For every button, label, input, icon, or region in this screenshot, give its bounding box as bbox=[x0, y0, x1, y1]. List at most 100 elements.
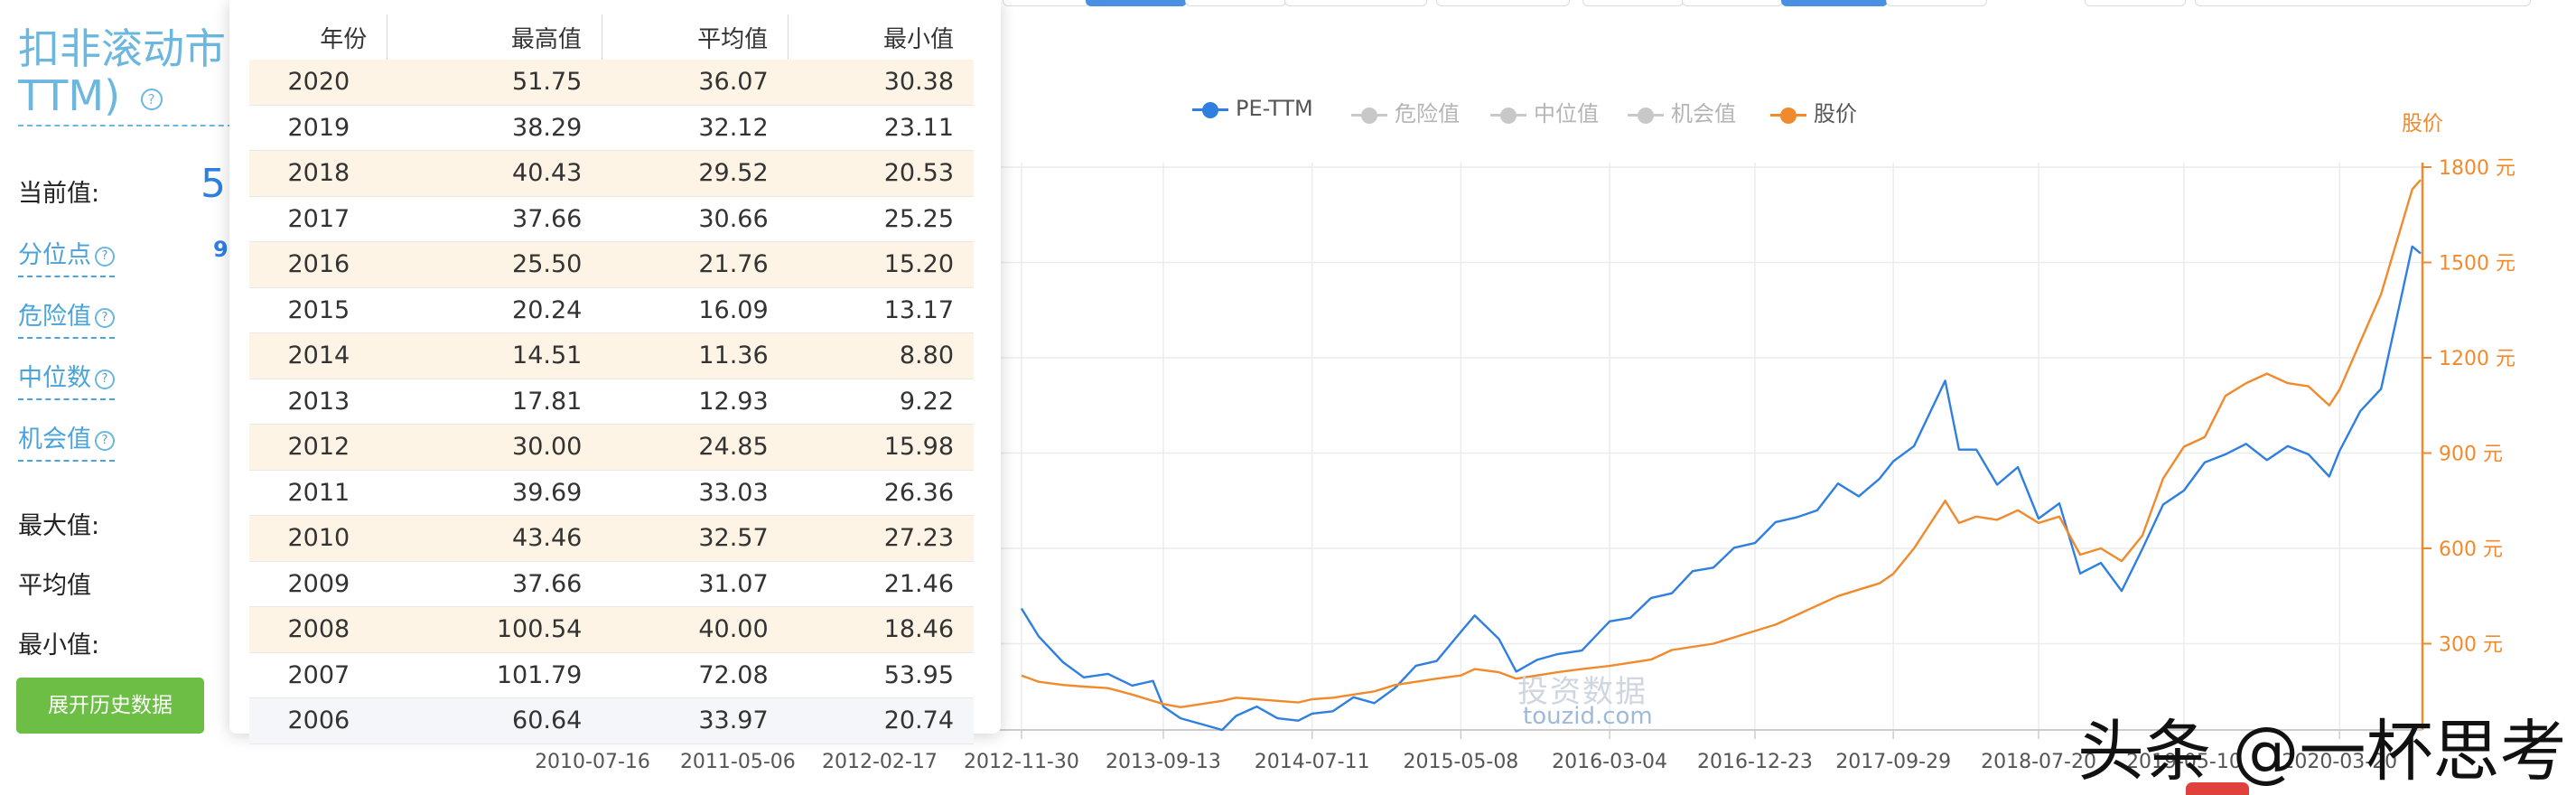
cell-year: 2007 bbox=[249, 652, 387, 698]
cell-year: 2006 bbox=[249, 697, 387, 744]
cell-avg: 36.07 bbox=[602, 60, 789, 106]
cell-min: 15.98 bbox=[788, 424, 974, 471]
cell-avg: 24.85 bbox=[602, 424, 789, 471]
cell-year: 2016 bbox=[249, 241, 387, 288]
table-row: 2015 20.24 16.09 13.17 bbox=[249, 287, 974, 333]
cell-avg: 29.52 bbox=[602, 150, 789, 197]
cell-max: 17.81 bbox=[387, 379, 602, 425]
legend-item[interactable]: 中位值 bbox=[1490, 96, 1599, 127]
cell-avg: 33.97 bbox=[602, 697, 789, 744]
col-header-avg: 平均值 bbox=[602, 14, 789, 60]
metric-title[interactable]: 扣非滚动市 TTM) ? bbox=[18, 25, 242, 126]
watermark-url: touzid.com bbox=[1523, 703, 1653, 730]
expand-history-button[interactable]: 展开历史数据 bbox=[16, 678, 204, 734]
legend-marker bbox=[1192, 98, 1228, 120]
legend-label: 机会值 bbox=[1671, 101, 1736, 126]
cell-min: 13.17 bbox=[788, 287, 974, 333]
median-label: 中位数 bbox=[18, 364, 91, 392]
legend-item[interactable]: 危险值 bbox=[1351, 96, 1460, 127]
cell-max: 101.79 bbox=[387, 652, 602, 698]
cell-min: 20.53 bbox=[788, 150, 974, 197]
cell-min: 18.46 bbox=[788, 606, 974, 653]
current-value-label: 当前值: bbox=[18, 180, 100, 208]
table-row: 2018 40.43 29.52 20.53 bbox=[249, 150, 974, 197]
y-tick-label: 300 元 bbox=[2439, 634, 2503, 657]
table-row: 2013 17.81 12.93 9.22 bbox=[249, 379, 974, 425]
help-icon[interactable]: ? bbox=[95, 307, 115, 328]
legend-label: 中位值 bbox=[1534, 101, 1599, 126]
cell-avg: 31.07 bbox=[602, 561, 789, 607]
legend-marker bbox=[1770, 104, 1806, 126]
legend-marker bbox=[1351, 104, 1387, 126]
metric-title-line2: TTM) bbox=[18, 71, 121, 120]
metric-panel: 扣非滚动市 TTM) ? 当前值: 5 分位点? 9 危险值? 中位数? 机会值… bbox=[0, 0, 242, 795]
y-tick-label: 1500 元 bbox=[2439, 253, 2515, 276]
legend-label: PE-TTM bbox=[1236, 96, 1313, 121]
help-icon[interactable]: ? bbox=[95, 430, 115, 451]
table-row: 2008 100.54 40.00 18.46 bbox=[249, 606, 974, 653]
x-tick-label: 2013-09-13 bbox=[1106, 751, 1221, 773]
opportunity-link[interactable]: 机会值? bbox=[18, 419, 115, 462]
cell-max: 38.29 bbox=[387, 105, 602, 151]
cell-avg: 33.03 bbox=[602, 470, 789, 516]
table-row: 2006 60.64 33.97 20.74 bbox=[249, 697, 974, 744]
x-tick-label: 2018-07-20 bbox=[1981, 751, 2096, 773]
min-value-label: 最小值: bbox=[18, 631, 100, 659]
x-tick-label: 2012-11-30 bbox=[964, 751, 1079, 773]
watermark-logo: 投资数据 bbox=[1517, 674, 1647, 710]
x-tick-label: 2019-05-10 bbox=[2126, 751, 2242, 773]
cell-year: 2009 bbox=[249, 561, 387, 607]
legend-label: 危险值 bbox=[1395, 101, 1460, 126]
cell-avg: 30.66 bbox=[602, 196, 789, 242]
legend-label: 股价 bbox=[1814, 101, 1857, 126]
x-tick-label: 2010-07-16 bbox=[535, 751, 650, 773]
table-row: 2010 43.46 32.57 27.23 bbox=[249, 515, 974, 562]
cell-max: 60.64 bbox=[387, 697, 602, 744]
percentile-label: 分位点 bbox=[18, 241, 91, 269]
legend-marker bbox=[1490, 104, 1526, 126]
cell-max: 40.43 bbox=[387, 150, 602, 197]
x-tick-label: 2012-02-17 bbox=[822, 751, 938, 773]
cell-year: 2013 bbox=[249, 379, 387, 425]
y-tick-label: 1200 元 bbox=[2439, 348, 2515, 370]
table-row: 2011 39.69 33.03 26.36 bbox=[249, 470, 974, 516]
help-icon[interactable]: ? bbox=[95, 369, 115, 389]
cell-max: 37.66 bbox=[387, 561, 602, 607]
percentile-link[interactable]: 分位点? bbox=[18, 235, 115, 277]
legend-item[interactable]: 机会值 bbox=[1628, 96, 1736, 127]
median-link[interactable]: 中位数? bbox=[18, 358, 115, 400]
help-icon[interactable]: ? bbox=[140, 88, 163, 110]
cell-year: 2012 bbox=[249, 424, 387, 471]
danger-value-link[interactable]: 危险值? bbox=[18, 296, 115, 339]
history-popup: 年份 最高值 平均值 最小值 2020 51.75 36.07 30.38 2019 38… bbox=[229, 0, 1001, 744]
max-value-label: 最大值: bbox=[18, 512, 100, 540]
y-tick-label: 1800 元 bbox=[2439, 157, 2515, 180]
col-header-min: 最小值 bbox=[882, 25, 954, 53]
cell-avg: 12.93 bbox=[602, 379, 789, 425]
legend-item[interactable]: PE-TTM bbox=[1192, 96, 1313, 121]
right-axis-title: 股价 bbox=[2402, 112, 2443, 136]
danger-label: 危险值 bbox=[18, 303, 91, 331]
col-header-year: 年份 bbox=[249, 14, 388, 60]
y-tick-label: 900 元 bbox=[2439, 444, 2503, 466]
opportunity-label: 机会值 bbox=[18, 426, 91, 454]
y-tick-label: 600 元 bbox=[2439, 538, 2503, 561]
cell-max: 100.54 bbox=[387, 606, 602, 653]
cell-max: 43.46 bbox=[387, 515, 602, 562]
legend-item[interactable]: 股价 bbox=[1770, 96, 1857, 127]
cell-max: 20.24 bbox=[387, 287, 602, 333]
cell-avg: 32.12 bbox=[602, 105, 789, 151]
red-tab[interactable] bbox=[2186, 782, 2249, 795]
cell-min: 26.36 bbox=[788, 470, 974, 516]
x-tick-label: 2016-12-23 bbox=[1697, 751, 1813, 773]
cell-year: 2011 bbox=[249, 470, 387, 516]
legend-marker bbox=[1628, 104, 1664, 126]
cell-year: 2018 bbox=[249, 150, 387, 197]
cell-min: 21.46 bbox=[788, 561, 974, 607]
x-tick-label: 2020-03-20 bbox=[2282, 751, 2397, 773]
cell-avg: 11.36 bbox=[602, 332, 789, 379]
help-icon[interactable]: ? bbox=[95, 246, 115, 267]
series-line-pe-ttm bbox=[1020, 245, 2422, 732]
table-row: 2009 37.66 31.07 21.46 bbox=[249, 561, 974, 607]
history-table: 年份 最高值 平均值 最小值 2020 51.75 36.07 30.38 2019 38… bbox=[249, 14, 974, 744]
